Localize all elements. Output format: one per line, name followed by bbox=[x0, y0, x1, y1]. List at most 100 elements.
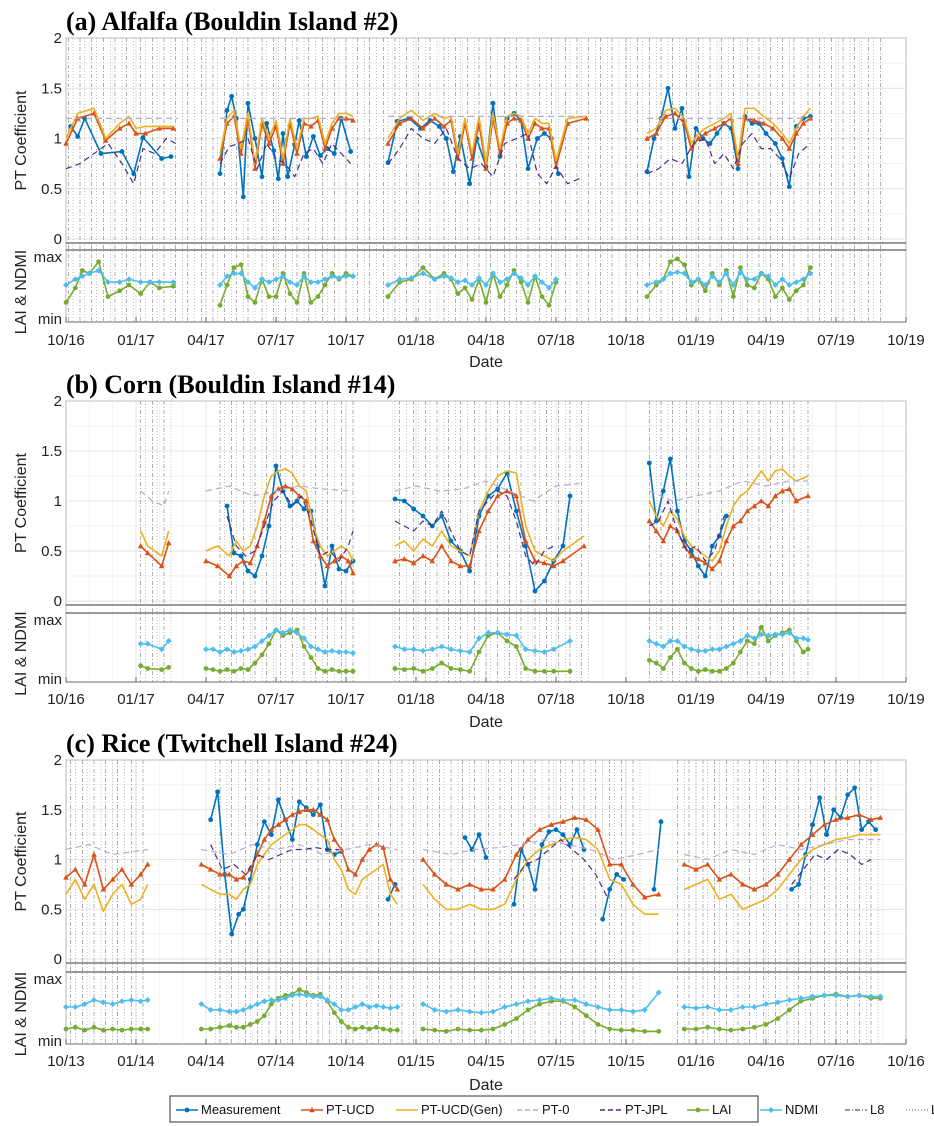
data-point bbox=[525, 300, 531, 305]
data-point bbox=[779, 285, 785, 291]
data-point bbox=[315, 279, 321, 286]
data-point bbox=[280, 273, 286, 280]
data-point bbox=[294, 629, 300, 636]
data-point bbox=[252, 573, 258, 579]
panel-title: (b) Corn (Bouldin Island #14) bbox=[66, 370, 395, 399]
legend: Measurement PT-UCD PT-UCD(Gen) PT-0 PT-JPL LA… bbox=[169, 1095, 934, 1123]
data-point bbox=[672, 110, 678, 116]
data-point bbox=[441, 123, 447, 129]
data-point bbox=[420, 856, 426, 862]
data-point bbox=[271, 148, 277, 153]
data-point bbox=[147, 279, 153, 286]
data-point bbox=[126, 120, 132, 126]
data-point bbox=[646, 657, 652, 663]
data-point bbox=[716, 1026, 722, 1032]
data-point bbox=[730, 660, 736, 666]
data-point bbox=[380, 1004, 387, 1010]
data-point bbox=[245, 667, 251, 672]
data-point bbox=[744, 276, 751, 283]
x-tick-label: 07/17 bbox=[257, 332, 295, 349]
data-point bbox=[137, 640, 144, 647]
data-point bbox=[329, 543, 335, 549]
data-point bbox=[119, 1027, 125, 1033]
data-point bbox=[273, 276, 279, 283]
data-point bbox=[765, 273, 772, 280]
x-tick-label: 07/17 bbox=[257, 691, 295, 708]
data-point bbox=[352, 871, 359, 877]
data-point bbox=[289, 837, 295, 842]
data-point bbox=[236, 911, 242, 917]
series-line bbox=[464, 833, 487, 858]
data-point bbox=[392, 666, 398, 671]
data-point bbox=[387, 876, 394, 882]
x-tick-label: 01/16 bbox=[677, 1053, 715, 1070]
data-point bbox=[170, 283, 176, 289]
data-point bbox=[660, 276, 667, 283]
series-line bbox=[387, 102, 560, 185]
data-point bbox=[245, 294, 251, 299]
data-point bbox=[119, 998, 125, 1005]
legend-label: PT-0 bbox=[542, 1102, 569, 1117]
data-point bbox=[704, 861, 711, 867]
legend-box bbox=[169, 1095, 759, 1123]
series-line bbox=[387, 127, 580, 185]
data-point bbox=[532, 668, 538, 674]
data-point bbox=[247, 560, 254, 566]
data-point bbox=[653, 130, 660, 136]
data-point bbox=[96, 259, 102, 265]
data-point bbox=[763, 1001, 769, 1008]
data-point bbox=[693, 1005, 699, 1012]
data-point bbox=[217, 282, 223, 288]
data-point bbox=[126, 282, 132, 288]
series-line bbox=[201, 988, 398, 1031]
data-point bbox=[716, 876, 723, 882]
data-point bbox=[308, 300, 314, 305]
data-point bbox=[716, 646, 723, 653]
data-point bbox=[294, 300, 300, 305]
data-point bbox=[779, 488, 786, 494]
series-line bbox=[513, 838, 608, 898]
data-point bbox=[109, 1001, 116, 1008]
data-point bbox=[504, 631, 510, 638]
data-point bbox=[252, 660, 258, 666]
data-point bbox=[317, 153, 323, 158]
data-point bbox=[408, 115, 415, 121]
series-line bbox=[387, 272, 557, 289]
data-point bbox=[343, 568, 349, 574]
data-point bbox=[217, 155, 223, 161]
data-point bbox=[786, 282, 793, 288]
legend-item: LAI bbox=[687, 1102, 732, 1117]
data-point bbox=[289, 811, 296, 817]
data-point bbox=[877, 993, 884, 1000]
data-point bbox=[79, 268, 85, 273]
data-point bbox=[301, 506, 307, 512]
x-axis-label: Date bbox=[469, 354, 503, 371]
data-point bbox=[217, 668, 223, 674]
data-point bbox=[553, 276, 559, 283]
data-point bbox=[765, 503, 772, 509]
data-point bbox=[497, 294, 503, 299]
data-point bbox=[800, 635, 807, 642]
data-point bbox=[303, 806, 310, 812]
data-point bbox=[560, 818, 566, 824]
data-point bbox=[231, 649, 237, 655]
data-point bbox=[448, 666, 454, 671]
data-point bbox=[859, 827, 865, 833]
y-tick-label: 1 bbox=[54, 131, 62, 148]
x-tick-label: 01/17 bbox=[117, 691, 155, 708]
data-point bbox=[681, 861, 688, 867]
data-point bbox=[695, 556, 702, 562]
data-point bbox=[758, 624, 764, 630]
data-point bbox=[774, 871, 781, 877]
series-line bbox=[65, 1026, 148, 1031]
data-point bbox=[539, 842, 545, 847]
data-point bbox=[296, 987, 302, 992]
data-point bbox=[702, 130, 709, 136]
data-point bbox=[667, 655, 673, 660]
data-point bbox=[310, 806, 317, 812]
data-point bbox=[75, 134, 81, 139]
data-point bbox=[583, 1001, 590, 1008]
legend-marker bbox=[695, 1107, 701, 1113]
data-point bbox=[641, 1006, 648, 1013]
series-line bbox=[422, 838, 659, 861]
